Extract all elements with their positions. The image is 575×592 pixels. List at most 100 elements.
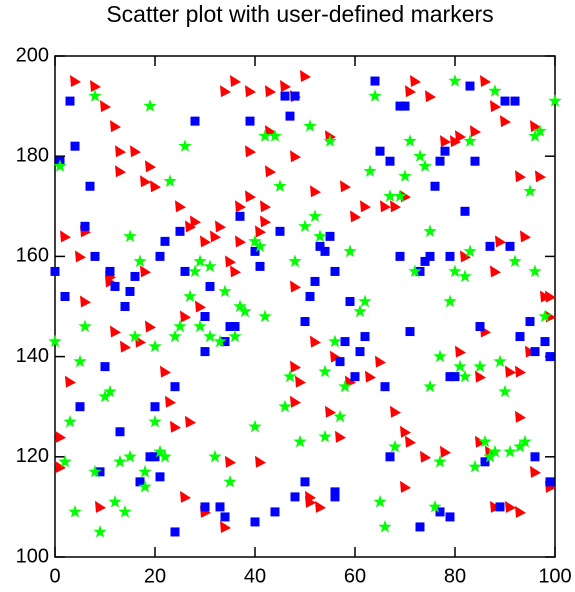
x-tick-label: 100 [538,565,571,587]
star-marker [423,224,437,237]
star-marker [128,329,142,343]
triangle-marker [60,230,71,243]
triangle-marker [530,120,541,133]
star-marker [363,164,377,177]
square-marker [270,507,280,517]
square-marker [405,327,415,337]
star-marker [443,294,457,308]
triangle-marker [230,75,241,88]
square-marker [425,251,435,261]
star-marker [533,124,547,137]
y-tick-label: 140 [16,345,49,367]
star-marker [63,414,77,428]
triangle-marker [490,265,501,278]
star-marker [333,409,347,423]
square-marker [215,502,225,512]
triangle-marker [265,85,276,98]
square-marker [235,211,245,221]
star-marker [113,454,127,468]
square-marker [500,96,510,106]
star-marker [123,229,137,242]
star-marker [448,264,462,278]
star-marker [408,264,422,278]
plot-frame [54,55,556,558]
star-marker [413,149,427,162]
triangle-marker [245,145,256,158]
triangle-marker [110,325,121,338]
triangle-marker [390,200,401,213]
square-marker [385,156,395,166]
square-marker [525,317,535,327]
star-marker [498,384,512,398]
x-tick-label: 80 [444,565,466,587]
star-marker [483,449,497,463]
square-marker [485,241,495,251]
triangle-marker [55,430,66,443]
triangle-marker [490,100,501,113]
square-marker [530,347,540,357]
star-marker [548,94,562,107]
square-marker [415,266,425,276]
star-marker [178,139,192,152]
star-marker [248,419,262,433]
square-marker [305,291,315,301]
star-marker [218,284,232,298]
triangle-marker [290,150,301,163]
star-marker [118,504,132,518]
square-marker [155,472,165,482]
star-marker [163,174,177,187]
square-marker [120,302,130,311]
triangle-marker [200,235,211,248]
triangle-marker [310,185,321,198]
star-marker [523,184,537,197]
triangle-marker [175,200,186,213]
square-marker [335,357,345,367]
triangle-marker [530,465,541,478]
square-marker [330,266,340,276]
star-marker [213,334,227,348]
triangle-marker [425,90,436,103]
triangle-marker [115,165,126,178]
triangle-marker [400,425,411,438]
square-marker [275,226,285,236]
triangle-marker [110,120,121,133]
star-marker [453,359,467,373]
star-marker [463,244,477,258]
star-marker [428,499,442,513]
star-marker [183,289,197,303]
triangle-marker [120,340,131,353]
star-marker [448,74,462,87]
star-marker [468,459,482,473]
star-marker [328,334,342,348]
triangle-marker [65,375,76,388]
star-marker [358,294,372,308]
square-marker [515,332,525,342]
star-marker [283,369,297,383]
star-marker [258,309,272,323]
square-marker [250,517,260,527]
star-marker [273,179,287,192]
star-marker [338,379,352,393]
star-marker [393,189,407,202]
triangle-marker [255,455,266,468]
triangle-marker [470,125,481,138]
square-marker [415,522,425,532]
triangle-marker [80,295,91,308]
square-marker [355,347,365,357]
star-marker [93,525,107,538]
square-marker [95,467,105,477]
square-marker [310,276,320,286]
star-marker [78,319,92,333]
square-marker [440,146,450,156]
star-marker [433,349,447,363]
star-marker [268,129,282,142]
square-marker [80,221,90,231]
star-marker [158,449,172,463]
triangle-marker [140,175,151,188]
triangle-marker [255,225,266,238]
star-marker [488,444,502,458]
star-marker [278,399,292,413]
square-marker [385,452,395,462]
square-marker [75,402,85,412]
triangle-marker [505,365,516,378]
